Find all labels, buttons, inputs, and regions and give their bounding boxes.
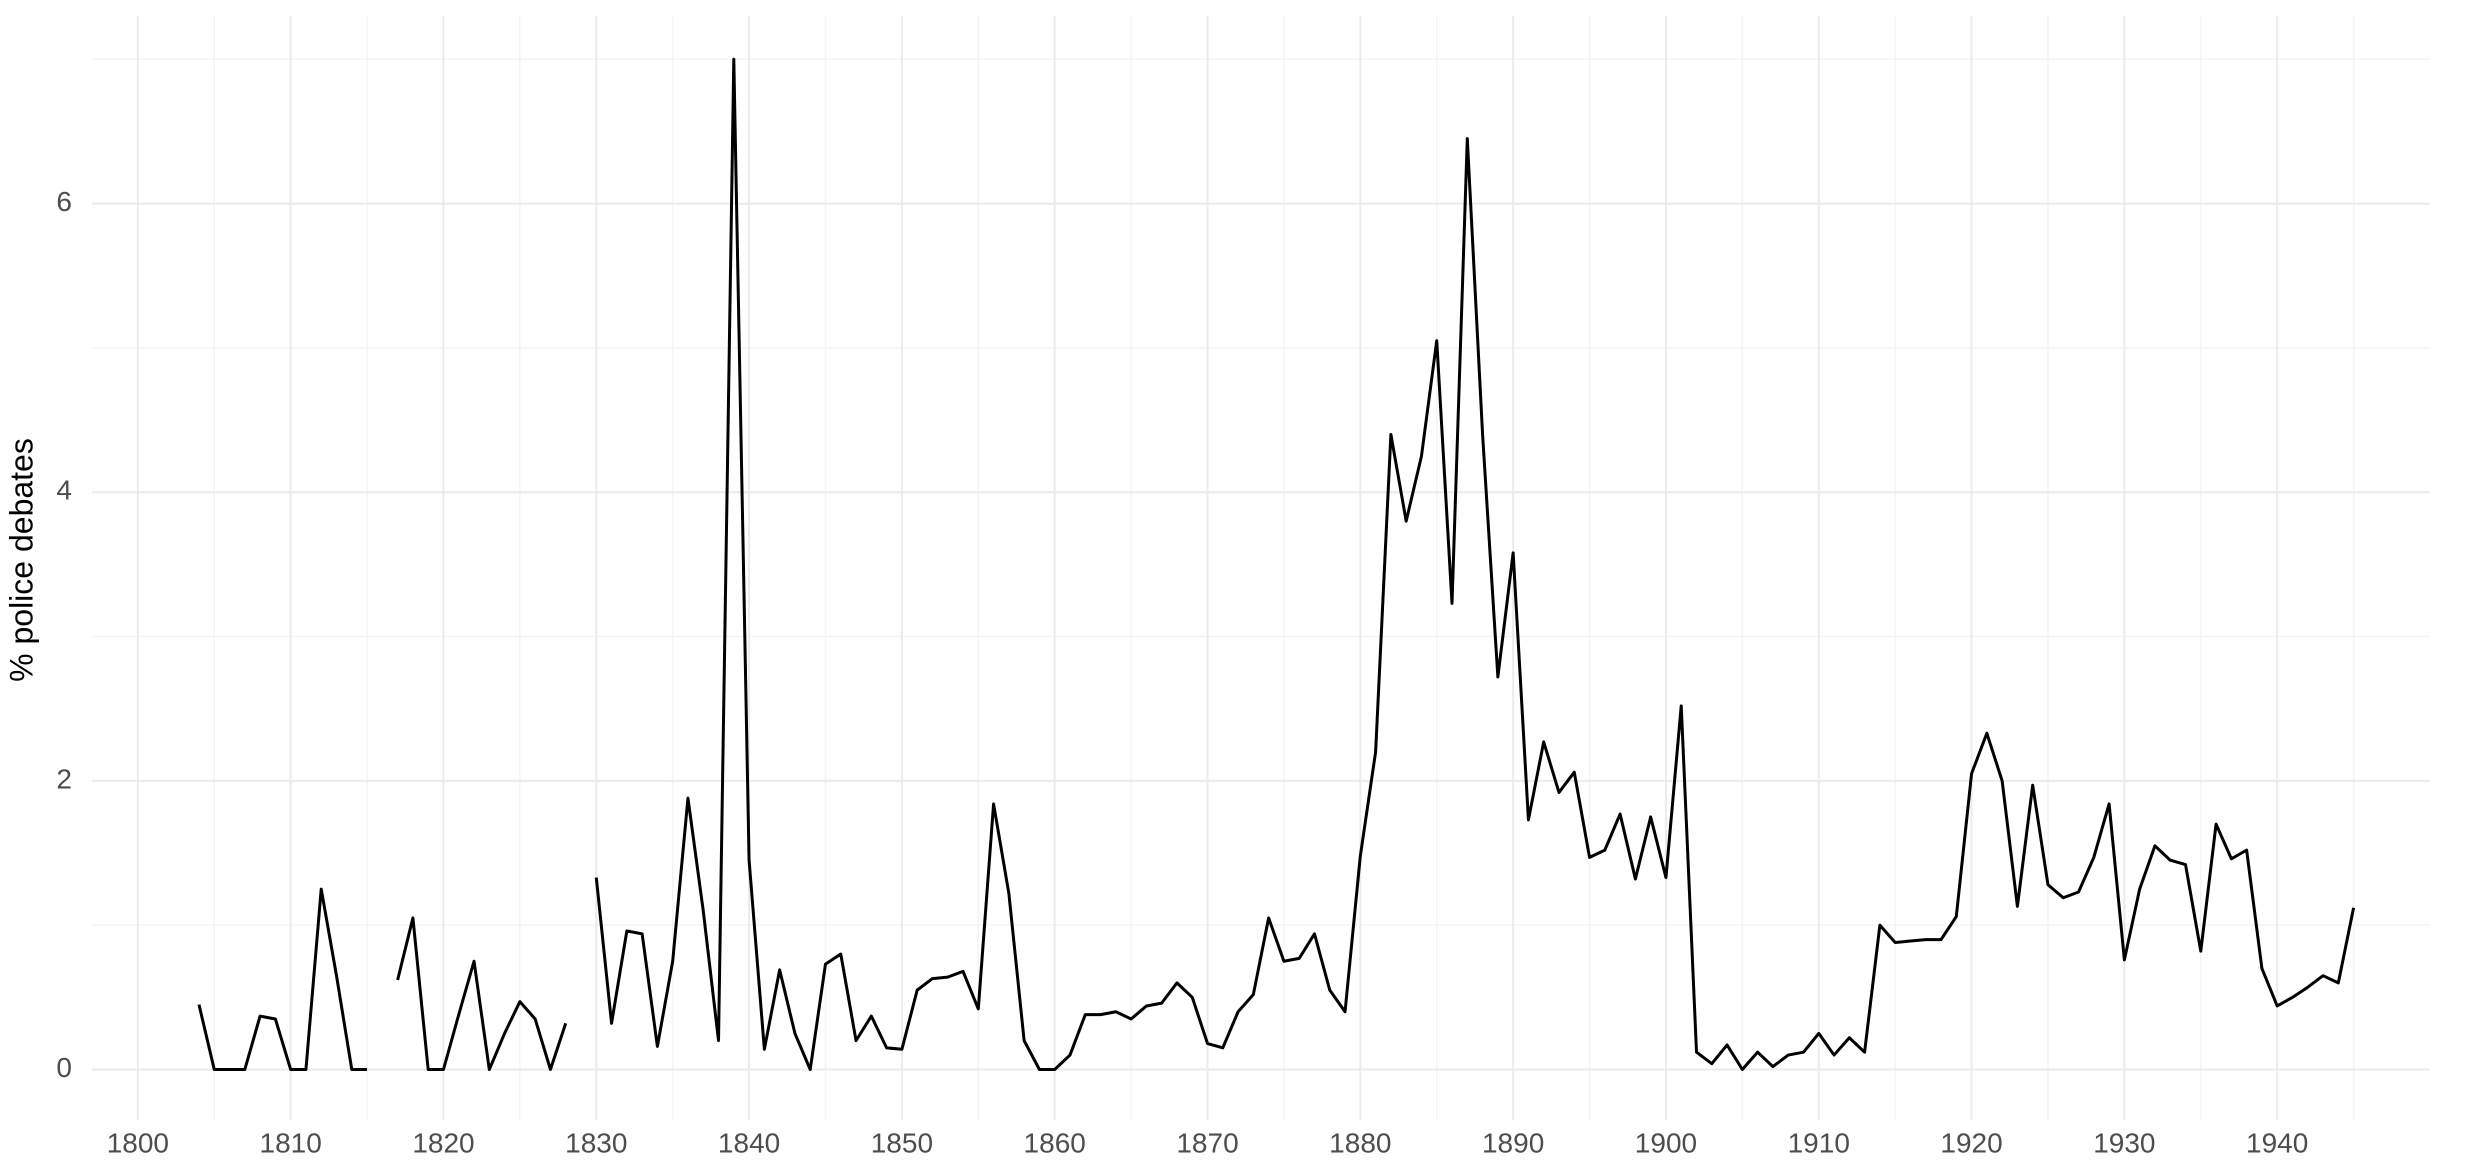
- x-tick-label: 1840: [718, 1127, 780, 1158]
- x-tick-label: 1890: [1482, 1127, 1544, 1158]
- x-tick-label: 1820: [412, 1127, 474, 1158]
- y-axis-label: % police debates: [3, 438, 39, 682]
- x-tick-label: 1830: [565, 1127, 627, 1158]
- x-tick-label: 1910: [1788, 1127, 1850, 1158]
- y-tick-label: 4: [56, 475, 72, 506]
- x-tick-label: 1860: [1024, 1127, 1086, 1158]
- data-line: [197, 57, 2356, 1071]
- x-tick-label: 1800: [107, 1127, 169, 1158]
- y-tick-label: 0: [56, 1052, 72, 1083]
- x-tick-label: 1880: [1329, 1127, 1391, 1158]
- x-tick-label: 1920: [1940, 1127, 2002, 1158]
- x-tick-label: 1870: [1176, 1127, 1238, 1158]
- x-tick-label: 1900: [1635, 1127, 1697, 1158]
- y-tick-label: 2: [56, 763, 72, 794]
- x-tick-label: 1850: [871, 1127, 933, 1158]
- x-tick-label: 1940: [2246, 1127, 2308, 1158]
- y-tick-label: 6: [56, 186, 72, 217]
- x-tick-label: 1930: [2093, 1127, 2155, 1158]
- x-tick-label: 1810: [260, 1127, 322, 1158]
